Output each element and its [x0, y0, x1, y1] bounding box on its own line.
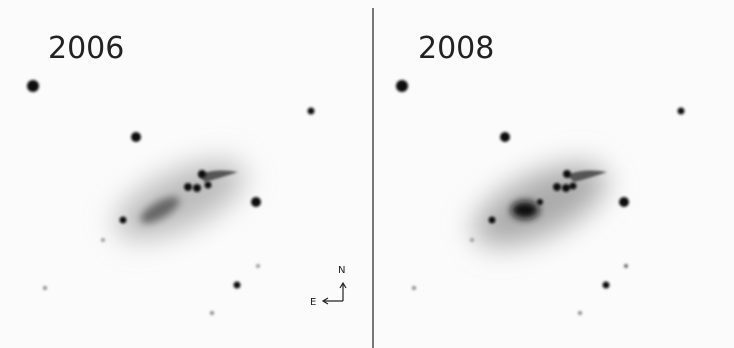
compass-east: E [310, 297, 316, 308]
panel-year: 2006 [48, 31, 124, 66]
compass-north: N [338, 265, 345, 276]
panel-year: 2008 [418, 31, 494, 66]
image: 2006 N E 2008 [0, 0, 734, 348]
nebula-core [511, 201, 539, 219]
